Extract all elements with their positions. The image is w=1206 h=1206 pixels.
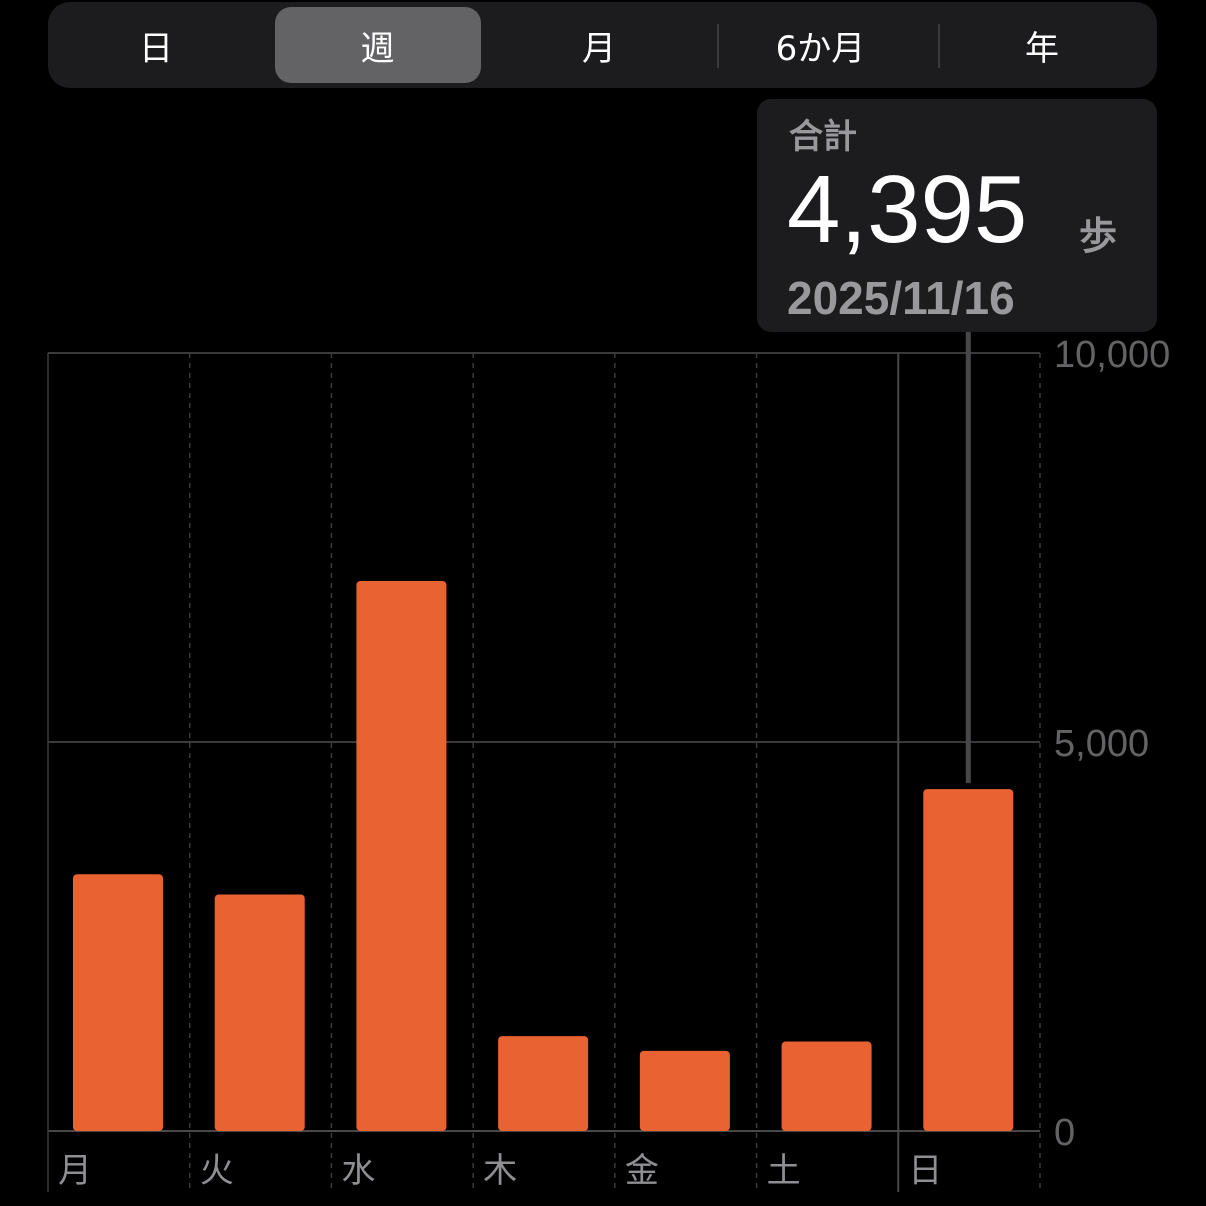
bar-6 — [923, 789, 1014, 1131]
segment-divider — [938, 24, 940, 68]
bar-1 — [214, 894, 305, 1131]
x-tick-label: 木 — [483, 1151, 517, 1191]
segment-3[interactable]: 6か月 — [775, 28, 866, 69]
segment-divider — [716, 24, 719, 68]
callout-value: 4,395 — [787, 156, 1028, 263]
y-tick-label: 10,000 — [1054, 334, 1170, 376]
x-tick-label: 火 — [200, 1151, 234, 1191]
x-tick-label: 日 — [908, 1151, 942, 1191]
bar-2 — [356, 580, 447, 1131]
callout-unit: 歩 — [1079, 214, 1118, 258]
callout-label: 合計 — [789, 117, 857, 157]
x-tick-label: 土 — [767, 1151, 801, 1191]
callout-date: 2025/11/16 — [787, 272, 1015, 324]
x-tick-label: 金 — [625, 1151, 659, 1191]
segment-0[interactable]: 日 — [139, 28, 173, 69]
bar-3 — [498, 1036, 589, 1131]
time-range-segmented-control: 日 週 月 6か月 年 — [48, 2, 1157, 88]
segment-4[interactable]: 年 — [1025, 28, 1059, 69]
bar-0 — [73, 874, 163, 1131]
segment-1[interactable]: 週 — [274, 7, 481, 83]
segment-2[interactable]: 月 — [582, 28, 616, 69]
bar-5 — [781, 1041, 872, 1131]
x-tick-label: 水 — [341, 1151, 375, 1191]
x-tick-label: 月 — [58, 1151, 92, 1191]
y-tick-label: 5,000 — [1054, 723, 1149, 765]
y-tick-label: 0 — [1054, 1112, 1075, 1154]
selection-callout: 合計 4,395 歩 2025/11/16 — [757, 99, 1157, 332]
bar-4 — [639, 1050, 730, 1131]
